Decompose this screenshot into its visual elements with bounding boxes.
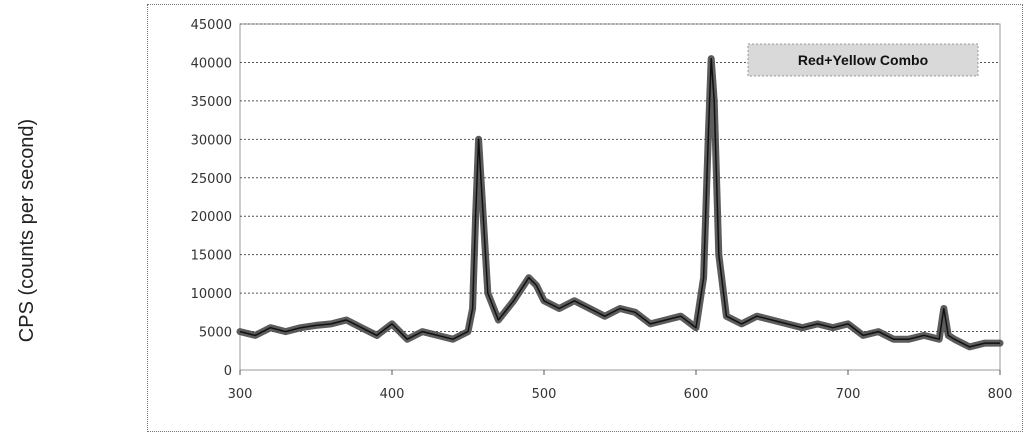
y-tick-label: 20000 xyxy=(191,210,232,225)
y-tick-label: 15000 xyxy=(191,249,232,264)
y-tick-label: 45000 xyxy=(191,18,232,33)
x-tick-label: 600 xyxy=(684,387,709,402)
legend-label: Red+Yellow Combo xyxy=(798,52,928,68)
y-tick-label: 30000 xyxy=(191,133,232,148)
x-tick-label: 500 xyxy=(532,387,557,402)
x-tick-label: 300 xyxy=(228,387,253,402)
y-tick-label: 10000 xyxy=(191,287,232,302)
y-tick-label: 40000 xyxy=(191,56,232,71)
y-tick-label: 25000 xyxy=(191,172,232,187)
y-tick-label: 35000 xyxy=(191,95,232,110)
x-tick-label: 800 xyxy=(988,387,1013,402)
series-line xyxy=(236,55,1004,351)
x-tick-label: 400 xyxy=(380,387,405,402)
series-line-core xyxy=(239,57,1000,348)
y-tick-label: 0 xyxy=(224,364,232,379)
x-tick-label: 700 xyxy=(836,387,861,402)
chart-frame xyxy=(147,4,1023,432)
y-tick-label: 5000 xyxy=(199,326,232,341)
legend-box xyxy=(747,43,979,77)
